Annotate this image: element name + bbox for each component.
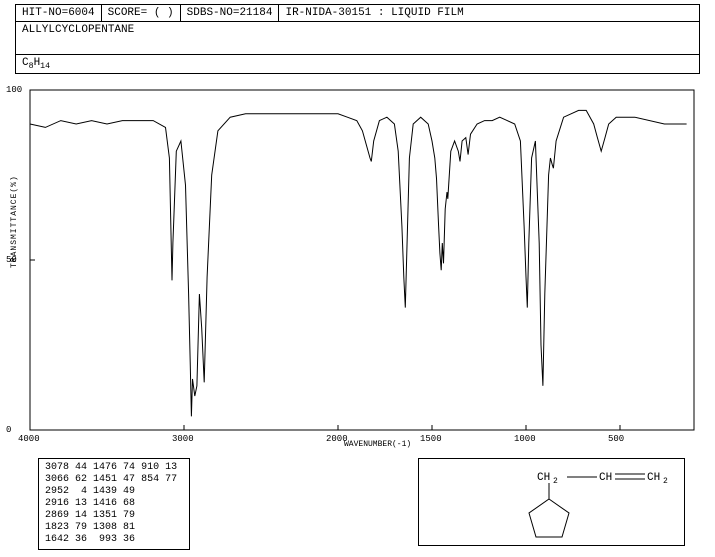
peak-cell: 79 [123,510,141,522]
peak-cell: 2952 [45,486,75,498]
peak-cell: 4 [75,486,93,498]
peak-cell: 36 [123,534,141,546]
peak-cell: 36 [75,534,93,546]
peak-cell: 13 [165,462,183,474]
peak-cell [165,534,183,546]
peak-cell: 854 [141,474,165,486]
peak-cell: 14 [75,510,93,522]
peak-cell: 13 [75,498,93,510]
peak-cell: 1308 [93,522,123,534]
peak-cell [165,498,183,510]
sdbs-no: SDBS-NO=21184 [181,5,280,21]
peak-cell: 1476 [93,462,123,474]
xtick-2000: 2000 [326,434,348,444]
xtick-1000: 1000 [514,434,536,444]
peak-cell [141,510,165,522]
xtick-4000: 4000 [18,434,40,444]
peak-cell [141,486,165,498]
peak-cell [165,510,183,522]
peak-cell: 1642 [45,534,75,546]
x-axis-label: WAVENUMBER(-1) [344,440,411,449]
peak-cell: 62 [75,474,93,486]
hit-no: HIT-NO=6004 [16,5,102,21]
ir-info: IR-NIDA-30151 : LIQUID FILM [279,5,699,21]
peak-cell: 1416 [93,498,123,510]
svg-text:2: 2 [553,477,558,486]
xtick-3000: 3000 [172,434,194,444]
peak-cell: 74 [123,462,141,474]
ytick-50: 50 [6,255,17,265]
peak-cell: 47 [123,474,141,486]
peak-cell: 1451 [93,474,123,486]
peak-cell [141,534,165,546]
peak-cell: 1823 [45,522,75,534]
peak-cell: 44 [75,462,93,474]
xtick-1500: 1500 [420,434,442,444]
peak-cell: 3066 [45,474,75,486]
peak-cell: 3078 [45,462,75,474]
peak-table-grid: 3078441476749101330666214514785477295241… [45,462,183,546]
peak-cell: 79 [75,522,93,534]
peak-cell: 910 [141,462,165,474]
peak-cell: 1439 [93,486,123,498]
peak-cell: 68 [123,498,141,510]
compound-name: ALLYLCYCLOPENTANE [15,22,700,55]
svg-text:2: 2 [663,477,668,486]
peak-cell: 2916 [45,498,75,510]
peak-table: 3078441476749101330666214514785477295241… [38,458,190,550]
ytick-0: 0 [6,425,11,435]
peak-cell: 81 [123,522,141,534]
peak-cell: 49 [123,486,141,498]
peak-cell: 1351 [93,510,123,522]
structure-svg: CH 2 CH CH 2 [419,459,684,545]
peak-cell: 2869 [45,510,75,522]
ytick-100: 100 [6,85,22,95]
svg-text:CH: CH [647,472,660,484]
peak-cell [141,498,165,510]
ir-spectrum-chart: TRANSMITTANCE(%) WAVENUMBER(-1) 050100 4… [24,88,704,448]
peak-cell: 993 [93,534,123,546]
score: SCORE= ( ) [102,5,181,21]
peak-cell [141,522,165,534]
peak-cell [165,486,183,498]
structure-diagram: CH 2 CH CH 2 [418,458,685,546]
svg-text:CH: CH [599,472,612,484]
header-row: HIT-NO=6004 SCORE= ( ) SDBS-NO=21184 IR-… [15,4,700,22]
svg-text:CH: CH [537,472,550,484]
formula: C8H14 [15,55,700,74]
peak-cell: 77 [165,474,183,486]
chart-svg [24,88,704,448]
xtick-500: 500 [608,434,624,444]
peak-cell [165,522,183,534]
